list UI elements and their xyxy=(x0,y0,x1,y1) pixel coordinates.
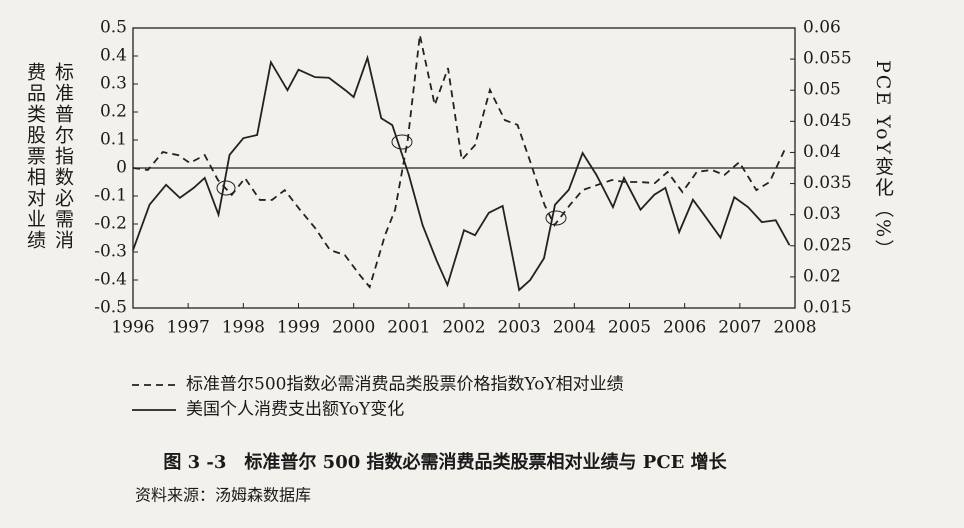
legend-label: 标准普尔500指数必需消费品类股票价格指数YoY相对业绩 xyxy=(186,375,624,395)
x-tick-label: 2001 xyxy=(387,318,430,338)
y-tick-label: 0.3 xyxy=(100,74,127,94)
x-tick-label: 2002 xyxy=(442,318,485,338)
x-tick-label: 2003 xyxy=(498,318,541,338)
y-tick-label: -0.2 xyxy=(94,214,127,234)
x-tick-label: 1999 xyxy=(277,318,320,338)
y-tick-label: -0.5 xyxy=(94,298,127,318)
caption: 图 3 -3 标准普尔 500 指数必需消费品类股票相对业绩与 PCE 增长 xyxy=(163,451,727,473)
source: 资料来源：汤姆森数据库 xyxy=(135,486,311,505)
y2-tick-label: 0.025 xyxy=(803,235,852,255)
y2-tick-label: 0.055 xyxy=(803,49,852,69)
y-axis-title: 标准普尔指数必需消 xyxy=(52,62,74,251)
y-tick-label: 0.5 xyxy=(100,18,127,38)
y-tick-label: -0.4 xyxy=(94,270,127,290)
y2-tick-label: 0.04 xyxy=(803,142,841,162)
y2-tick-label: 0.05 xyxy=(803,80,841,100)
x-tick-label: 2006 xyxy=(663,318,706,338)
y-tick-label: -0.1 xyxy=(94,186,127,206)
x-tick-label: 2000 xyxy=(332,318,375,338)
x-tick-label: 2008 xyxy=(773,318,816,338)
y2-tick-label: 0.045 xyxy=(803,111,852,131)
x-tick-label: 1996 xyxy=(111,318,154,338)
y2-tick-label: 0.035 xyxy=(803,173,852,193)
annotation-circle xyxy=(391,134,413,150)
y-tick-label: 0.4 xyxy=(100,46,127,66)
legend-label: 美国个人消费支出额YoY变化 xyxy=(186,400,404,420)
annotation-circle xyxy=(216,180,236,196)
x-tick-label: 2005 xyxy=(608,318,651,338)
y2-axis-title: PCE YoY变化（%） xyxy=(872,60,894,260)
x-tick-label: 2007 xyxy=(718,318,761,338)
y2-tick-label: 0.015 xyxy=(803,298,852,318)
y2-tick-label: 0.03 xyxy=(803,204,841,224)
annotation-circle xyxy=(545,210,567,226)
y-tick-label: -0.3 xyxy=(94,242,127,262)
y-tick-label: 0.2 xyxy=(100,102,127,122)
y-axis-title: 费品类股票相对业绩 xyxy=(24,62,46,251)
x-tick-label: 2004 xyxy=(553,318,596,338)
series-line xyxy=(132,54,791,292)
x-tick-label: 1997 xyxy=(167,318,210,338)
y-tick-label: 0 xyxy=(116,158,127,178)
y-tick-label: 0.1 xyxy=(100,130,127,150)
y2-tick-label: 0.02 xyxy=(803,266,841,286)
y2-tick-label: 0.06 xyxy=(803,18,841,38)
x-tick-label: 1998 xyxy=(222,318,265,338)
